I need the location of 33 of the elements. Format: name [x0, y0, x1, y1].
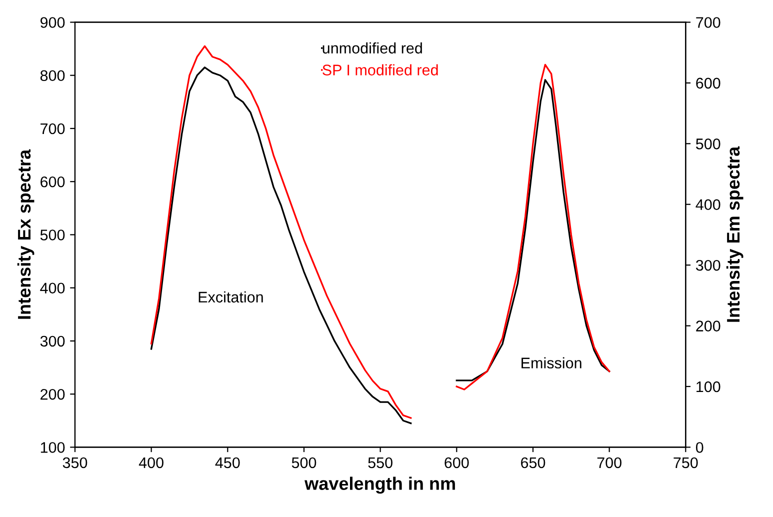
- x-tick-label: 400: [138, 457, 164, 468]
- y-tick-label: 900: [40, 17, 65, 28]
- y2-axis-title: Intensity Em spectra: [726, 146, 744, 322]
- y2-tick-label: 200: [696, 320, 720, 332]
- x-tick-label: 600: [444, 457, 469, 468]
- y2-tick-label: 600: [696, 78, 720, 89]
- y2-tick-label: 300: [696, 260, 720, 271]
- y-tick-label: 500: [40, 230, 65, 240]
- legend-label: SP I modified red: [322, 64, 438, 76]
- y-tick-label: 600: [40, 176, 65, 188]
- y-tick-label: 400: [40, 282, 65, 294]
- y2-tick-label: 400: [696, 199, 720, 210]
- x-tick-label: 450: [215, 457, 240, 468]
- x-tick-label: 350: [62, 457, 88, 468]
- legend-label: unmodified red: [322, 42, 422, 54]
- y2-tick-label: 0: [696, 442, 704, 453]
- x-axis-title: wavelength in nm: [304, 476, 455, 494]
- x-tick-label: 550: [368, 457, 392, 468]
- y-tick-label: 700: [40, 123, 65, 134]
- y-tick-label: 300: [40, 336, 65, 347]
- y2-tick-label: 100: [696, 381, 720, 392]
- y-axis-title: Intensity Ex spectra: [17, 149, 34, 319]
- y-tick-label: 800: [40, 70, 65, 82]
- y2-tick-label: 700: [696, 17, 720, 28]
- y-tick-label: 200: [40, 388, 65, 400]
- annotation: Emission: [522, 357, 582, 368]
- x-tick-label: 650: [521, 457, 546, 468]
- x-tick-label: 750: [674, 457, 698, 468]
- x-tick-label: 700: [597, 457, 622, 468]
- y-tick-label: 100: [40, 442, 65, 453]
- annotation: Excitation: [198, 291, 263, 303]
- x-tick-label: 500: [292, 457, 316, 468]
- y2-tick-label: 500: [696, 138, 720, 150]
